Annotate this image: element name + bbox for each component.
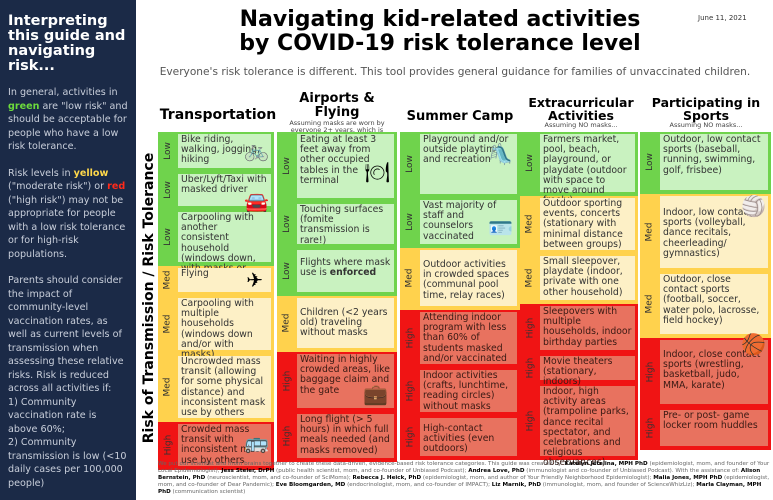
table-row: Med Indoor, low contact sports (volleybal…: [640, 194, 771, 272]
sports-column: Low Outdoor, low contact sports (baseball…: [640, 132, 771, 450]
basketball-hoop-icon: 🏀: [741, 332, 766, 356]
table-row: High Indoor activities (crafts, lunchtime…: [400, 368, 520, 416]
table-row: High Waiting in highly crowded areas, lik…: [277, 352, 397, 412]
table-row: Low Farmers market, pool, beach, playgrou…: [520, 132, 638, 206]
volleyball-icon: 🏐: [741, 194, 766, 218]
table-row: Low Touching surfaces (fomite transmissio…: [277, 202, 397, 248]
column-header-summer-camp: Summer Camp: [406, 109, 514, 124]
table-row: High Crowded mass transit with inconsiste…: [158, 422, 274, 470]
id-badge-icon: 🪪: [488, 216, 513, 240]
table-row: High Attending indoor program with less t…: [400, 310, 520, 368]
table-row: High Sleepovers with multiple households,…: [520, 304, 638, 354]
table-row: Med Outdoor sporting events, concerts (st…: [520, 196, 638, 254]
table-row: Low Uber/Lyft/Taxi with masked driver 🚘: [158, 172, 274, 214]
bus-icon: 🚌: [244, 430, 269, 454]
extracurricular-column: Low Farmers market, pool, beach, playgrou…: [520, 132, 638, 468]
table-row: High Pre- or post- game locker room huddl…: [640, 408, 771, 450]
airports-column: Low Eating at least 3 feet away from othe…: [277, 132, 397, 462]
page-title: Navigating kid-related activities by COVI…: [239, 7, 641, 56]
table-row: High Indoor, high activity areas (trampol…: [520, 384, 638, 468]
car-icon: 🚘: [244, 190, 269, 214]
table-row: Low Carpooling with another consistent ho…: [158, 210, 274, 284]
airplane-icon: ✈: [246, 268, 263, 292]
table-row: Low Bike riding, walking, jogging, hiking…: [158, 132, 274, 172]
table-row: Med Children (<2 years old) traveling wit…: [277, 296, 397, 352]
table-row: Low Eating at least 3 feet away from othe…: [277, 132, 397, 202]
y-axis-label: Risk of Transmission / Risk Tolerance: [141, 152, 158, 443]
table-row: Med Small sleepover, playdate (indoor, pr…: [520, 254, 638, 304]
bicycle-icon: 🚲: [244, 138, 269, 162]
footer-credits: We put our scientist and mom brains toge…: [158, 461, 770, 495]
date-label: June 11, 2021: [698, 14, 747, 22]
transportation-column: Low Bike riding, walking, jogging, hiking…: [158, 132, 274, 470]
table-row: High High-contact activities (even outdoo…: [400, 416, 520, 460]
plate-utensils-icon: 🍽: [364, 160, 390, 184]
table-row: Med Flying ✈: [158, 266, 274, 296]
table-row: Low Vast majority of staff and counselors…: [400, 198, 520, 248]
column-header-transportation: Transportation: [159, 107, 277, 123]
sidebar: Interpreting this guide and navigating r…: [0, 0, 136, 500]
summer-camp-column: Low Playground and/or outside playtime an…: [400, 132, 520, 460]
suitcase-icon: 💼: [363, 382, 388, 406]
sidebar-heading: Interpreting this guide and navigating r…: [8, 13, 126, 74]
column-header-sports: Participating in Sports Assuming NO masks…: [651, 95, 761, 129]
sidebar-paragraph-community: Parents should consider the impact of co…: [8, 275, 127, 489]
sidebar-paragraph-green: In general, activities in green are "low…: [8, 87, 128, 152]
slide-icon: 🛝: [488, 142, 513, 166]
table-row: Low Outdoor, low contact sports (baseball…: [640, 132, 771, 194]
sidebar-paragraph-yellow-red: Risk levels in yellow ("moderate risk") …: [8, 167, 126, 260]
table-row: High Indoor, close contact sports (wrestl…: [640, 334, 771, 408]
table-row: Low Flights where mask use is enforced: [277, 248, 397, 296]
table-row: Med Outdoor activities in crowded spaces …: [400, 248, 520, 310]
table-row: Low Playground and/or outside playtime an…: [400, 132, 520, 198]
subtitle: Everyone's risk tolerance is different. …: [159, 66, 751, 78]
table-row: High Movie theaters (stationary, indoors): [520, 354, 638, 387]
column-header-extracurricular: Extracurricular Activities Assuming NO ma…: [528, 95, 634, 129]
table-row: Med Carpooling with multiple households (…: [158, 296, 274, 360]
table-row: Med Outdoor, close contact sports (footba…: [640, 272, 771, 338]
table-row: High Long flight (> 5 hours) in which ful…: [277, 412, 397, 462]
table-row: Med Uncrowded mass transit (allowing for …: [158, 354, 274, 422]
